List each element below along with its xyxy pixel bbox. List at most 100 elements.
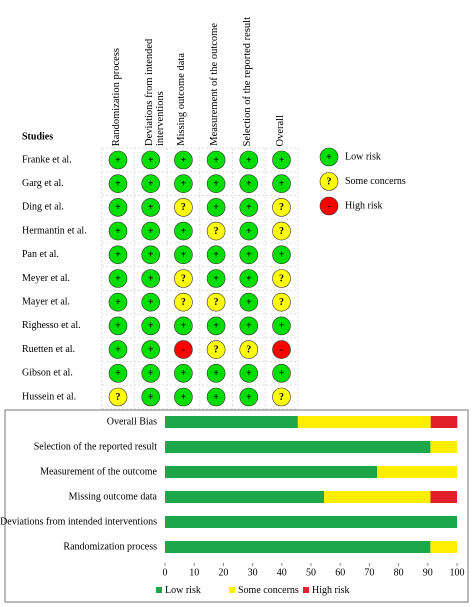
study-label: Hermantin et al. xyxy=(22,225,87,236)
judgment-symbol: + xyxy=(246,297,252,308)
judgment-symbol: + xyxy=(181,155,187,166)
judgment-symbol: + xyxy=(148,344,154,355)
column-header: Missing outcome data xyxy=(176,53,188,146)
judgment-dot xyxy=(206,221,226,241)
column-header: Overall xyxy=(274,114,286,147)
study-label: Meyer et al. xyxy=(22,273,70,284)
legend-symbol: - xyxy=(327,201,330,212)
judgment-dot xyxy=(239,269,259,288)
judgment-dot xyxy=(174,198,193,217)
judgment-symbol: + xyxy=(213,178,219,189)
judgment-dot xyxy=(108,292,128,312)
judgment-dot xyxy=(174,245,193,265)
x-tick-label: 70 xyxy=(364,567,374,578)
legend-label: Some concerns xyxy=(345,176,406,187)
judgment-symbol: ? xyxy=(214,226,219,237)
judgment-symbol: ? xyxy=(214,297,219,308)
judgment-dot xyxy=(108,387,128,407)
judgment-symbol: + xyxy=(181,368,187,379)
column-header: Deviations from intended interventions xyxy=(143,38,166,146)
judgment-symbol: + xyxy=(213,392,219,403)
x-tick-label: 20 xyxy=(218,567,228,578)
judgment-dot xyxy=(239,198,259,217)
column-header: Selection of the reported result xyxy=(241,16,253,146)
judgment-symbol: + xyxy=(246,368,252,379)
judgment-dot xyxy=(174,221,193,241)
judgment-dot xyxy=(108,363,128,383)
judgment-symbol: + xyxy=(279,368,285,379)
study-label: Mayer et al. xyxy=(22,296,70,307)
judgment-dot xyxy=(239,340,259,359)
judgment-symbol: + xyxy=(148,321,154,332)
x-tick-label: 0 xyxy=(163,567,168,578)
x-tick-label: 30 xyxy=(248,567,258,578)
judgment-symbol: + xyxy=(213,368,219,379)
judgment-dot xyxy=(108,316,128,336)
judgment-dot xyxy=(239,292,259,312)
judgment-dot xyxy=(206,363,226,383)
judgment-dot xyxy=(108,150,128,170)
judgment-dot xyxy=(174,174,193,193)
judgment-symbol: + xyxy=(115,178,121,189)
bar-segment xyxy=(297,416,431,428)
bar-segment xyxy=(165,516,457,528)
judgment-symbol: + xyxy=(246,155,252,166)
judgment-dot xyxy=(174,292,193,312)
category-label: Overall Bias xyxy=(107,416,157,427)
legend-label: Some concerns xyxy=(238,585,299,596)
bar-segment xyxy=(430,541,457,553)
judgment-symbol: ? xyxy=(214,344,219,355)
judgment-symbol: ? xyxy=(279,202,284,213)
legend-label: Low risk xyxy=(345,151,381,162)
judgment-symbol: ? xyxy=(279,226,284,237)
judgment-dot xyxy=(239,245,259,265)
judgment-symbol: + xyxy=(246,202,252,213)
judgment-symbol: + xyxy=(279,155,285,166)
judgment-dot xyxy=(239,221,259,241)
legend-label: High risk xyxy=(345,200,383,211)
judgment-dot xyxy=(108,269,128,288)
judgment-symbol: + xyxy=(148,392,154,403)
judgment-symbol: + xyxy=(279,178,285,189)
judgment-symbol: ? xyxy=(181,273,186,284)
judgment-symbol: + xyxy=(148,297,154,308)
judgment-symbol: + xyxy=(148,226,154,237)
bar-segment xyxy=(165,416,298,428)
judgment-dot xyxy=(239,150,259,170)
judgment-symbol: + xyxy=(246,321,252,332)
legend-dot xyxy=(319,172,339,191)
judgment-symbol: + xyxy=(148,202,154,213)
x-tick-label: 100 xyxy=(450,567,465,578)
judgment-dot xyxy=(141,387,160,407)
summary-frame xyxy=(4,409,469,603)
judgment-symbol: + xyxy=(115,226,121,237)
judgment-symbol: ? xyxy=(181,202,186,213)
judgment-symbol: - xyxy=(182,344,185,355)
bar-segment xyxy=(430,416,458,428)
study-label: Hussein et al. xyxy=(22,391,76,402)
judgment-symbol: + xyxy=(148,155,154,166)
judgment-dot xyxy=(206,245,226,265)
category-label: Selection of the reported result xyxy=(34,441,158,452)
judgment-dot xyxy=(141,174,160,193)
judgment-dot xyxy=(239,174,259,193)
judgment-dot xyxy=(206,292,226,312)
legend-dot xyxy=(319,147,339,167)
judgment-dot xyxy=(206,340,226,359)
judgment-symbol: + xyxy=(246,250,252,261)
judgment-dot xyxy=(174,316,193,336)
judgment-dot xyxy=(272,269,291,288)
x-tick-label: 10 xyxy=(189,567,199,578)
judgment-symbol: + xyxy=(115,273,121,284)
study-label: Franke et al. xyxy=(22,154,72,165)
bar-segment xyxy=(165,491,325,503)
legend-swatch xyxy=(156,587,162,593)
judgment-symbol: + xyxy=(148,273,154,284)
category-label: Deviations from intended interventions xyxy=(0,516,157,527)
bar-segment xyxy=(430,491,457,503)
study-label: Garg et al. xyxy=(22,178,64,189)
bar-segment xyxy=(430,441,457,453)
judgment-dot xyxy=(272,292,291,312)
